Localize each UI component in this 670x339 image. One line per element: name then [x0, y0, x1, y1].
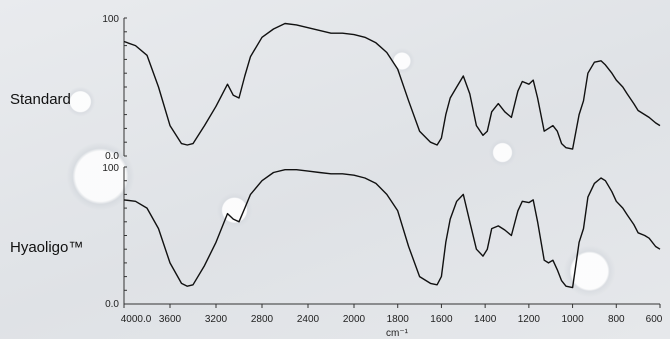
- x-tick-label: 4000.0: [121, 314, 152, 325]
- y-tick-label-top-standard: 100: [102, 14, 119, 25]
- y-tick-label-top-hyaoligo: 100: [102, 163, 119, 174]
- x-axis-label: cm⁻¹: [386, 328, 409, 339]
- row-label-standard: Standard: [10, 91, 71, 108]
- x-tick-label: 3200: [205, 314, 228, 325]
- spectrum-panel-hyaoligo: Hyaoligo™ 100 0.0: [10, 163, 661, 310]
- x-tick-label: 1200: [518, 314, 541, 325]
- x-tick-label: 800: [608, 314, 625, 325]
- spectrum-line-hyaoligo: [123, 169, 661, 289]
- x-tick-label: 1000: [561, 314, 584, 325]
- x-tick-label: 3600: [159, 314, 182, 325]
- series-group-standard: [123, 17, 661, 157]
- x-tick-label: 1600: [430, 314, 453, 325]
- x-axis-ticks: 4000.0 3600 3200 2800 2400 2000 1800 1600 1400 12…: [121, 304, 663, 325]
- series-group-hyaoligo: [123, 166, 661, 305]
- y-tick-label-bottom-standard: 0.0: [105, 151, 119, 162]
- x-tick-label: 2000: [343, 314, 366, 325]
- x-tick-label: 600: [646, 314, 663, 325]
- spectrum-panel-standard: Standard 100 0.0: [10, 14, 661, 162]
- x-tick-label: 2800: [251, 314, 274, 325]
- spectrum-line-standard: [123, 22, 661, 150]
- row-label-hyaoligo: Hyaoligo™: [10, 239, 83, 256]
- x-tick-label: 1400: [474, 314, 497, 325]
- x-tick-label: 2400: [297, 314, 320, 325]
- y-tick-label-bottom-hyaoligo: 0.0: [105, 299, 119, 310]
- x-tick-label: 1800: [387, 314, 410, 325]
